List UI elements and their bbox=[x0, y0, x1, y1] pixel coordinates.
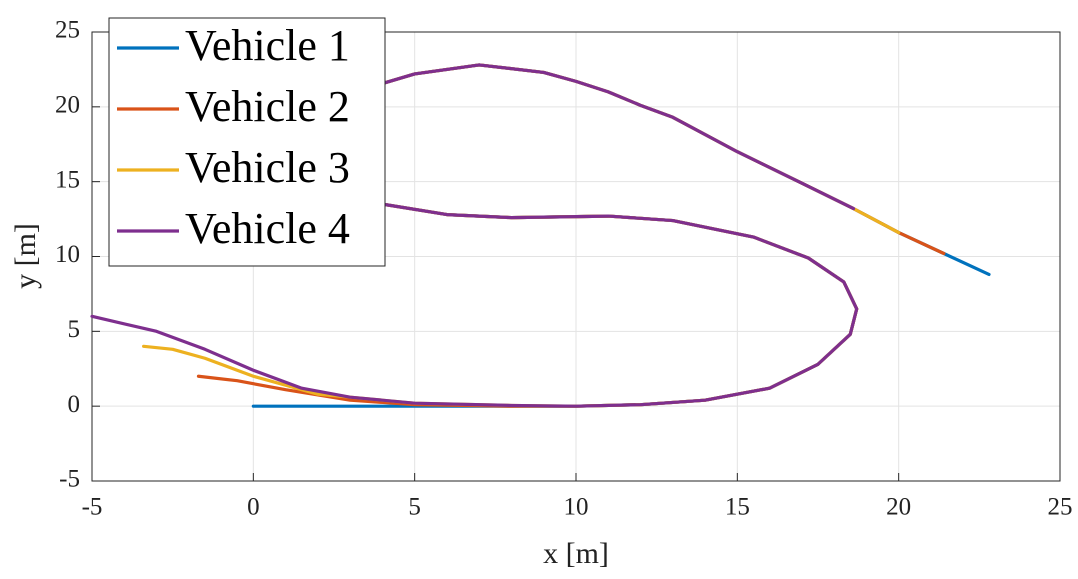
x-tick-label: 0 bbox=[247, 494, 260, 521]
x-tick-label: 5 bbox=[408, 494, 421, 521]
x-tick-label: 15 bbox=[725, 494, 750, 521]
x-tick-label: 20 bbox=[886, 494, 911, 521]
legend-label: Vehicle 1 bbox=[185, 21, 350, 70]
y-tick-label: 25 bbox=[55, 17, 80, 44]
legend: Vehicle 1 Vehicle 2 Vehicle 3 Vehicle 4 bbox=[108, 17, 386, 267]
legend-label: Vehicle 2 bbox=[185, 82, 350, 131]
y-tick-label: -5 bbox=[59, 466, 80, 493]
y-tick-label: 20 bbox=[55, 92, 80, 119]
series-line bbox=[90, 63, 859, 408]
legend-label: Vehicle 4 bbox=[185, 204, 350, 253]
x-axis-label: x [m] bbox=[543, 537, 609, 570]
y-tick-label: 5 bbox=[68, 316, 81, 343]
x-tick-label: -5 bbox=[82, 494, 103, 521]
y-axis-label: y [m] bbox=[9, 223, 42, 289]
x-tick-label: 10 bbox=[564, 494, 589, 521]
x-tick-label: 25 bbox=[1048, 494, 1073, 521]
axes-box bbox=[91, 31, 1061, 482]
legend-box bbox=[108, 17, 386, 267]
legend-label: Vehicle 3 bbox=[185, 143, 350, 192]
y-tick-label: 15 bbox=[55, 166, 80, 193]
y-tick-label: 10 bbox=[55, 241, 80, 268]
y-tick-label: 0 bbox=[68, 391, 81, 418]
